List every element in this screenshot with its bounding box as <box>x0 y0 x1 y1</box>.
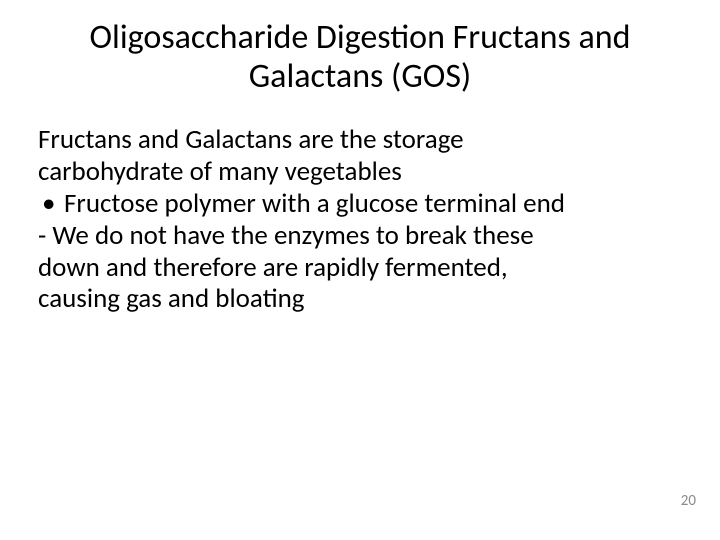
title-line-1: Oligosaccharide Digestion <box>90 17 445 58</box>
bullet-dot-icon: • <box>38 188 64 220</box>
body-line-2: carbohydrate of many vegetables <box>38 156 682 188</box>
page-number: 20 <box>681 492 696 510</box>
body-line-4: down and therefore are rapidly fermented… <box>38 252 682 284</box>
bullet-item: • Fructose polymer with a glucose termin… <box>38 188 682 220</box>
slide-title: Oligosaccharide Digestion Fructans and G… <box>38 18 682 96</box>
body-line-3: - We do not have the enzymes to break th… <box>38 220 682 252</box>
body-line-1: Fructans and Galactans are the storage <box>38 124 682 156</box>
bullet-text: Fructose polymer with a glucose terminal… <box>64 188 682 220</box>
slide-body: Fructans and Galactans are the storage c… <box>38 124 682 315</box>
slide-container: Oligosaccharide Digestion Fructans and G… <box>0 0 720 540</box>
body-line-5: causing gas and bloating <box>38 283 682 315</box>
